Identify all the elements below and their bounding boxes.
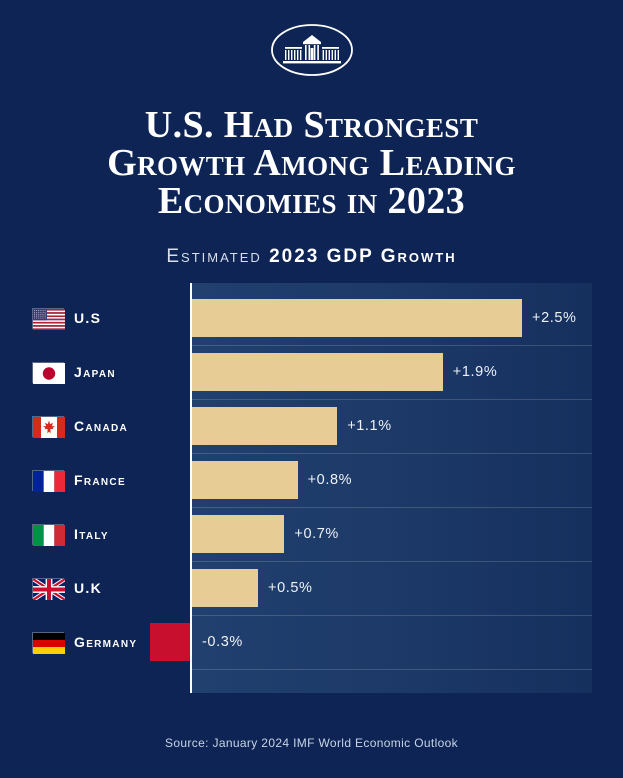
title-line-2: Growth Among Leading xyxy=(107,142,516,184)
country-label-germany: Germany xyxy=(32,615,137,669)
country-label-japan: Japan xyxy=(32,345,116,399)
gridline xyxy=(192,453,592,454)
value-label: -0.3% xyxy=(202,634,243,650)
flag-france-icon xyxy=(32,469,65,492)
country-name: Canada xyxy=(74,418,129,434)
table-row: U.S +2.5% xyxy=(0,291,623,345)
country-name: Germany xyxy=(74,634,138,650)
bar-canada xyxy=(192,407,338,445)
gridline xyxy=(192,669,592,670)
value-label: +1.1% xyxy=(347,418,392,434)
flag-germany-icon xyxy=(32,631,65,654)
value-label: +0.5% xyxy=(268,580,313,596)
table-row: Italy +0.7% xyxy=(0,507,623,561)
page-title: U.S. Had Strongest Growth Among Leading … xyxy=(0,106,623,220)
flag-canada-icon xyxy=(32,415,65,438)
country-label-uk: U.K xyxy=(31,561,103,615)
country-label-france: France xyxy=(32,453,126,507)
table-row: U.K +0.5% xyxy=(0,561,623,615)
bar-france xyxy=(192,461,298,499)
gridline xyxy=(192,561,592,562)
chart-subtitle: Estimated 2023 GDP Growth xyxy=(0,246,623,268)
country-name: U.K xyxy=(74,580,103,596)
bar-germany xyxy=(150,623,190,661)
table-row: Germany -0.3% xyxy=(0,615,623,669)
header: U.S. Had Strongest Growth Among Leading … xyxy=(0,0,623,268)
gridline xyxy=(192,399,592,400)
title-line-1: U.S. Had Strongest xyxy=(144,104,479,146)
country-name: Italy xyxy=(74,526,109,542)
value-label: +0.8% xyxy=(307,472,353,488)
table-row: Canada +1.1% xyxy=(0,399,623,453)
country-name: U.S xyxy=(74,310,102,326)
gridline xyxy=(192,615,592,616)
flag-japan-icon xyxy=(32,361,65,384)
subtitle-light-part: Estimated xyxy=(166,246,270,267)
table-row: Japan +1.9% xyxy=(0,345,623,399)
value-label: +0.7% xyxy=(294,526,339,542)
bar-uk xyxy=(192,569,258,607)
country-name: Japan xyxy=(74,364,116,380)
gridline xyxy=(192,507,592,508)
value-label: +2.5% xyxy=(532,310,577,326)
country-label-us: U.S xyxy=(32,291,101,345)
country-name: France xyxy=(74,472,126,488)
flag-italy-icon xyxy=(32,523,65,546)
table-row: France +0.8% xyxy=(0,453,623,507)
flag-usa-icon xyxy=(32,307,65,330)
white-house-seal-icon xyxy=(270,24,353,76)
source-note: Source: January 2024 IMF World Economic … xyxy=(164,736,459,750)
zero-axis-line xyxy=(190,283,192,693)
gdp-growth-bar-chart: U.S +2.5% Japan +1.9% Canada +1.1% France +0.8%… xyxy=(0,283,623,693)
bar-italy xyxy=(192,515,285,553)
country-label-italy: Italy xyxy=(32,507,109,561)
bar-us xyxy=(192,299,522,337)
bar-japan xyxy=(192,353,443,391)
subtitle-bold-part: 2023 GDP Growth xyxy=(269,246,457,267)
country-label-canada: Canada xyxy=(32,399,128,453)
gridline xyxy=(192,345,592,346)
value-label: +1.9% xyxy=(452,364,498,380)
flag-uk-icon xyxy=(31,576,67,602)
title-line-3: Economies in 2023 xyxy=(157,180,466,222)
